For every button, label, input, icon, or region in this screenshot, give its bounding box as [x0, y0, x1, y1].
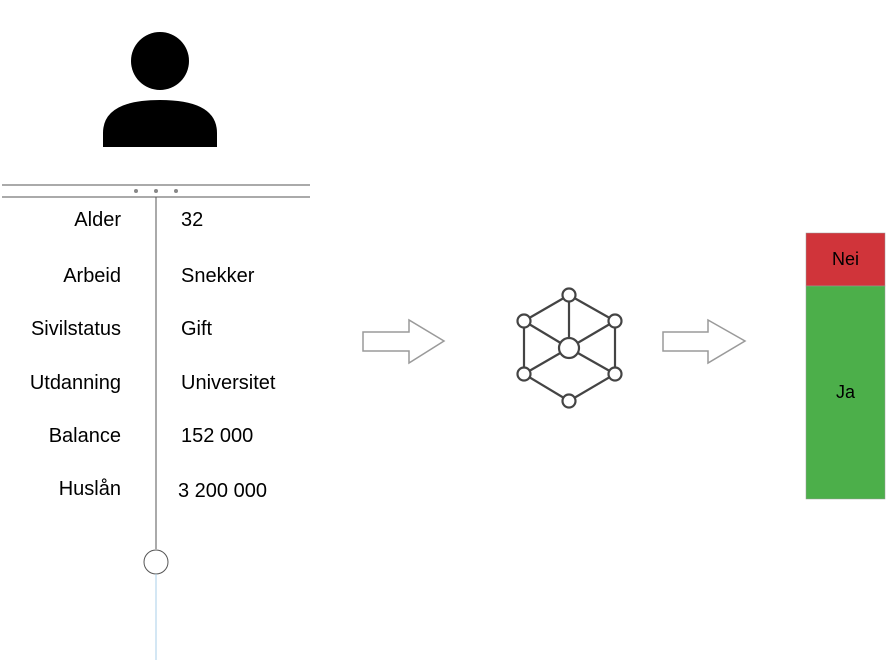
- attribute-labels: Alder Arbeid Sivilstatus Utdanning Balan…: [0, 0, 121, 663]
- attribute-value-utdanning: Universitet: [181, 372, 275, 395]
- attribute-value-huslan: 3 200 000: [178, 480, 267, 503]
- attribute-value-arbeid: Snekker: [181, 265, 254, 288]
- network-model-icon: [518, 289, 622, 408]
- right-arrow-icon: [663, 320, 745, 363]
- right-arrow-icon: [363, 320, 444, 363]
- attribute-label-balance: Balance: [49, 425, 121, 448]
- outcome-label-nei: Nei: [806, 233, 885, 286]
- attribute-label-arbeid: Arbeid: [63, 265, 121, 288]
- attribute-label-sivilstatus: Sivilstatus: [31, 318, 121, 341]
- attribute-label-utdanning: Utdanning: [30, 372, 121, 395]
- attribute-value-alder: 32: [181, 209, 203, 232]
- attribute-value-balance: 152 000: [181, 425, 253, 448]
- attribute-value-sivilstatus: Gift: [181, 318, 212, 341]
- outcome-label-ja: Ja: [806, 286, 885, 499]
- attribute-label-alder: Alder: [74, 209, 121, 232]
- attribute-label-huslan: Huslån: [59, 478, 121, 501]
- table-vertical-divider: [144, 197, 168, 660]
